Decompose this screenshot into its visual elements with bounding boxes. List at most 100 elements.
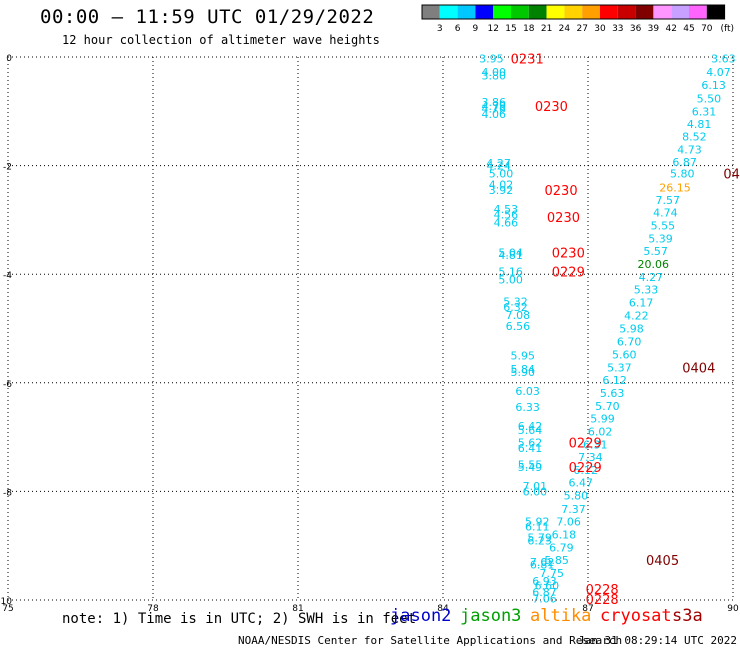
wave-height-point: 6.00 <box>523 485 548 498</box>
colorbar-tick-label: 15 <box>505 24 516 34</box>
colorbar-swatch <box>475 5 494 19</box>
colorbar-tick-label: 45 <box>683 24 694 34</box>
wave-height-point: 7.02 <box>530 556 555 569</box>
colorbar-tick-label: 36 <box>630 24 642 34</box>
wave-height-point: 6.13 <box>701 79 726 92</box>
pass-time-label: 0230 <box>545 184 578 199</box>
wave-height-point: 4.24 <box>486 160 511 173</box>
x-tick-label: 78 <box>147 604 159 614</box>
colorbar-swatch <box>635 5 654 19</box>
colorbar-tick-label: 39 <box>648 24 660 34</box>
wave-height-point: 6.33 <box>515 401 540 414</box>
colorbar-tick-label: 70 <box>701 24 713 34</box>
colorbar-swatch <box>528 5 547 19</box>
wave-height-point: 5.79 <box>527 532 552 545</box>
wave-height-point: 5.90 <box>511 366 536 379</box>
wave-height-point: 6.87 <box>672 156 697 169</box>
colorbar-swatch <box>689 5 707 19</box>
wave-height-point: 7.06 <box>532 592 557 605</box>
wave-height-point: 5.00 <box>489 168 514 181</box>
wave-height-point: 6.11 <box>525 521 550 534</box>
colorbar-swatch <box>511 5 529 19</box>
legend-jason3: jason3 <box>460 606 522 626</box>
wave-height-point: 5.39 <box>648 232 673 245</box>
pass-time-label: 0405 <box>646 554 679 569</box>
pass-time-label: 0228 <box>586 593 619 608</box>
wave-height-point: 5.84 <box>511 363 536 376</box>
x-tick-label: 87 <box>582 604 593 614</box>
wave-height-point: 6.56 <box>506 320 531 333</box>
wave-height-point: 6.47 <box>569 477 594 490</box>
colorbar-tick-label: 18 <box>523 24 535 34</box>
wave-height-point: 4.81 <box>498 249 523 262</box>
wave-height-point: 20.06 <box>638 258 670 271</box>
chart-title: 00:00 – 11:59 UTC 01/29/2022 <box>40 6 375 28</box>
wave-height-point: 6.18 <box>552 528 577 541</box>
wave-height-point: 5.98 <box>619 323 644 336</box>
pass-time-label: 0230 <box>552 246 585 261</box>
colorbar-tick-label: 6 <box>455 24 461 34</box>
colorbar-swatch <box>671 5 689 19</box>
wave-height-point: 5.00 <box>498 274 523 287</box>
pass-time-label: 0229 <box>569 461 602 476</box>
colorbar-tick-label: 3 <box>437 24 443 34</box>
colorbar-tick-label: 42 <box>665 24 676 34</box>
colorbar-tick-label: 30 <box>594 24 606 34</box>
wave-height-point: 5.64 <box>518 424 543 437</box>
wave-height-point: 8.52 <box>682 130 707 143</box>
data-points: 3.954.003.803.864.794.764.064.274.245.00… <box>479 53 736 606</box>
wave-height-point: 5.80 <box>670 168 695 181</box>
wave-height-point: 5.49 <box>518 461 543 474</box>
chart-grid <box>8 57 733 600</box>
colorbar-tick-label: 9 <box>473 24 479 34</box>
colorbar: 3 6 9 12 15 18 21 24 27 30 33 36 39 42 45 70 (ft) <box>421 4 734 34</box>
colorbar-swatch <box>546 5 565 19</box>
chart-axes: 75 78 81 84 87 90 0 -2 -4 -6 -8 -10 <box>0 54 739 614</box>
wave-height-point: 3.63 <box>711 53 736 66</box>
y-tick-label: -10 <box>0 597 12 607</box>
wave-height-point: 6.12 <box>573 464 598 477</box>
x-tick-label: 90 <box>727 604 739 614</box>
wave-height-point: 4.81 <box>687 118 712 131</box>
colorbar-tick-label: 21 <box>541 24 552 34</box>
wave-height-point: 6.60 <box>535 579 560 592</box>
legend-altika: altika <box>530 606 592 626</box>
y-tick-label: -6 <box>3 380 12 390</box>
y-tick-label: -8 <box>3 488 12 498</box>
colorbar-swatch <box>706 5 725 19</box>
wave-height-point: 5.70 <box>595 400 620 413</box>
wave-height-point: 7.01 <box>523 480 548 493</box>
wave-height-point: 5.85 <box>544 554 569 567</box>
legend-jason2: jason2 <box>390 606 452 626</box>
wave-height-point: 6.42 <box>518 420 543 433</box>
colorbar-unit: (ft) <box>720 24 734 34</box>
wave-height-point: 26.15 <box>659 181 691 194</box>
footer-credit: NOAA/NESDIS Center for Satellite Applica… <box>238 634 623 647</box>
wave-height-point: 6.31 <box>583 439 608 452</box>
wave-height-point: 4.53 <box>494 203 519 216</box>
wave-height-point: 4.73 <box>677 143 702 156</box>
pass-time-label: 0230 <box>547 211 580 226</box>
wave-height-point: 7.34 <box>578 451 603 464</box>
colorbar-swatch <box>564 5 583 19</box>
wave-height-point: 4.22 <box>624 309 649 322</box>
wave-height-point: 4.07 <box>706 66 731 79</box>
wave-height-point: 5.32 <box>503 295 528 308</box>
wave-height-point: 3.95 <box>479 53 504 66</box>
footer-timestamp: Jan 31 08:29:14 UTC 2022 <box>578 634 737 647</box>
colorbar-frame <box>421 4 726 20</box>
wave-height-point: 6.31 <box>692 105 717 118</box>
wave-height-point: 6.81 <box>530 559 555 572</box>
plot-frame <box>7 56 734 601</box>
wave-height-point: 3.86 <box>482 96 507 109</box>
x-tick-label: 84 <box>437 604 449 614</box>
wave-height-point: 5.50 <box>697 92 722 105</box>
wave-height-point: 4.27 <box>639 271 664 284</box>
y-tick-label: -4 <box>3 271 12 281</box>
wave-height-point: 5.55 <box>651 219 676 232</box>
wave-height-point: 4.06 <box>482 108 507 121</box>
wave-height-point: 5.99 <box>590 413 615 426</box>
y-tick-label: -2 <box>3 163 12 173</box>
pass-time-label: 0231 <box>511 53 544 68</box>
